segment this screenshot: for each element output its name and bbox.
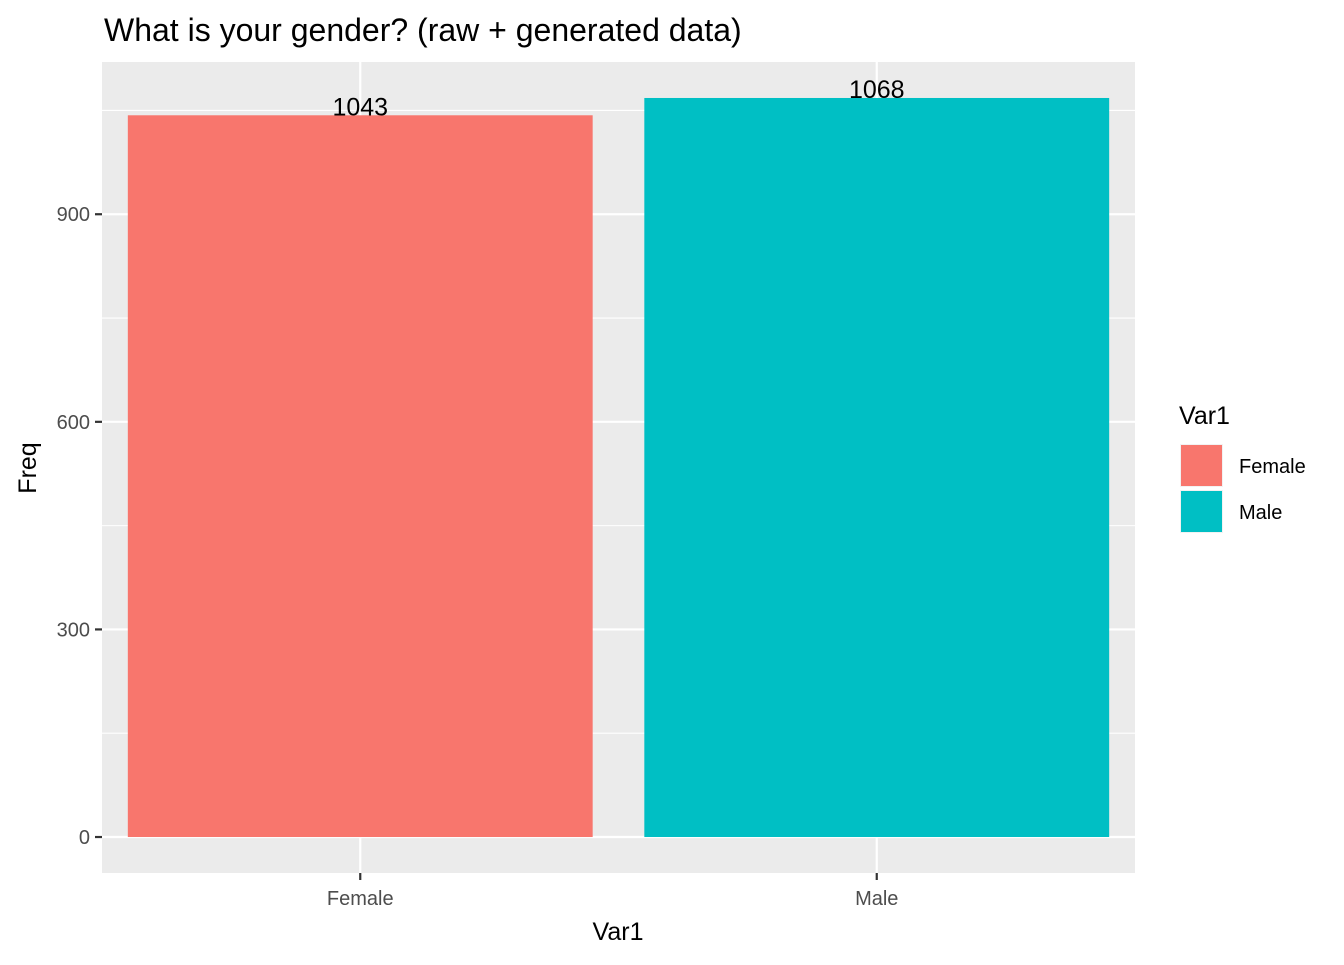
- data-labels: 1043 1068: [332, 76, 904, 121]
- bar-male: [644, 97, 1110, 838]
- legend: Var1 Female Male: [1179, 402, 1306, 533]
- bars: [127, 97, 1110, 838]
- legend-swatch-female: [1181, 445, 1222, 486]
- y-tick-label: 900: [57, 204, 90, 226]
- y-tick-label: 600: [57, 412, 90, 434]
- legend-swatch-male: [1181, 491, 1222, 532]
- x-axis-title: Var1: [593, 918, 644, 946]
- y-axis: 0 300 600 900: [57, 204, 102, 849]
- y-tick-label: 0: [79, 827, 90, 849]
- y-axis-title: Freq: [14, 442, 42, 493]
- bar-female: [127, 115, 593, 838]
- legend-label-female: Female: [1239, 456, 1306, 478]
- chart-title: What is your gender? (raw + generated da…: [104, 12, 742, 48]
- legend-label-male: Male: [1239, 502, 1282, 524]
- legend-entries: Female Male: [1180, 444, 1306, 533]
- x-tick-label: Female: [327, 888, 394, 910]
- legend-title: Var1: [1179, 402, 1230, 430]
- data-label-male: 1068: [849, 76, 905, 104]
- y-tick-label: 300: [57, 619, 90, 641]
- x-axis: Female Male: [327, 873, 898, 910]
- x-tick-label: Male: [855, 888, 898, 910]
- data-label-female: 1043: [332, 93, 388, 121]
